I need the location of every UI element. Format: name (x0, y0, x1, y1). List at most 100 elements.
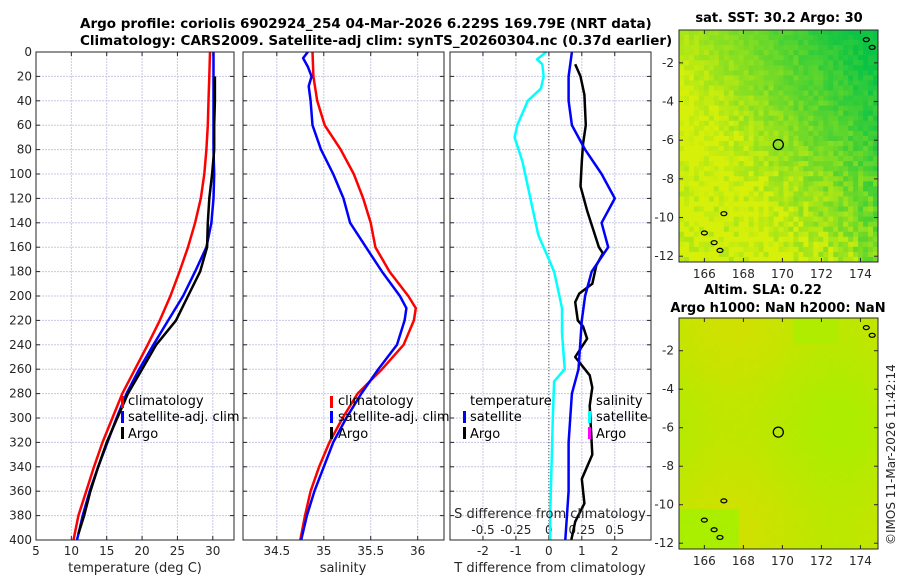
map-cell (768, 433, 774, 439)
map-cell (838, 403, 844, 409)
map-cell (713, 100, 720, 107)
map-cell (813, 543, 819, 550)
map-cell (843, 458, 849, 465)
map-cell (733, 478, 740, 485)
map-cell (838, 493, 844, 500)
map-cell (808, 191, 814, 197)
map-cell (693, 453, 700, 460)
map-cell (738, 226, 745, 233)
map-cell (773, 438, 779, 444)
map-cell (773, 518, 779, 525)
map-cell (763, 518, 769, 525)
map-cell (698, 140, 705, 147)
map-cell (773, 473, 779, 480)
map-cell (693, 30, 700, 36)
map-cell (803, 528, 809, 535)
map-cell (873, 513, 879, 520)
map-cell (698, 221, 705, 228)
map-cell (818, 166, 824, 172)
map-cell (733, 146, 740, 152)
map-cell (768, 488, 774, 495)
map-cell (683, 115, 690, 122)
map-cell (798, 458, 804, 465)
map-cell (758, 373, 764, 379)
map-cell (778, 398, 784, 404)
map-cell (713, 171, 720, 177)
map-cell (833, 161, 839, 167)
map-cell (863, 318, 869, 324)
map-cell (818, 231, 824, 238)
map-cell (753, 323, 760, 329)
map-cell (743, 85, 750, 91)
map-cell (863, 433, 869, 439)
map-cell (728, 241, 735, 248)
map-cell (743, 468, 750, 475)
map-cell (823, 458, 829, 465)
map-cell (848, 226, 854, 233)
map-cell (688, 171, 695, 177)
map-cell (853, 513, 859, 520)
map-cell (753, 80, 760, 86)
map-cell (828, 378, 834, 384)
map-cell (703, 363, 710, 369)
map-cell (728, 115, 735, 122)
map-cell (738, 211, 745, 218)
map-cell (788, 433, 794, 439)
map-cell (808, 328, 814, 334)
map-cell (873, 135, 879, 142)
map-cell (743, 206, 750, 212)
map-cell (753, 368, 760, 374)
map-cell (708, 90, 715, 96)
map-cell (768, 463, 774, 470)
map-cell (773, 251, 779, 258)
map-cell (828, 201, 834, 207)
map-cell (798, 146, 804, 152)
map-cell (828, 110, 834, 117)
map-cell (753, 333, 760, 339)
map-cell (693, 140, 700, 147)
x-tick-label: -1 (510, 544, 522, 558)
map-cell (868, 323, 874, 329)
map-cell (808, 70, 814, 76)
map-cell (813, 408, 819, 414)
map-cell (688, 75, 695, 81)
map-cell (828, 231, 834, 238)
map-cell (753, 473, 760, 480)
map-cell (758, 393, 764, 399)
map-cell (718, 115, 725, 122)
map-cell (848, 528, 854, 535)
map-cell (853, 348, 859, 354)
map-cell (778, 115, 784, 122)
map-cell (763, 323, 769, 329)
map-cell (818, 60, 824, 66)
map-cell (743, 50, 750, 56)
map-cell (753, 115, 760, 122)
map-cell (828, 368, 834, 374)
map-cell (728, 35, 735, 41)
map-cell (783, 161, 789, 167)
x-tick-label: 0 (545, 544, 553, 558)
map-cell (773, 201, 779, 207)
map-cell (783, 35, 789, 41)
map-cell (858, 333, 864, 339)
map-cell (843, 508, 849, 515)
map-cell (768, 408, 774, 414)
map-cell (813, 338, 819, 344)
map-cell (743, 398, 750, 404)
map-cell (788, 338, 794, 344)
map-cell (823, 151, 829, 157)
map-cell (693, 488, 700, 495)
map-cell (758, 533, 764, 540)
map-cell (738, 318, 745, 324)
map-cell (763, 221, 769, 228)
map-cell (863, 483, 869, 490)
map-cell (683, 226, 690, 233)
map-cell (773, 523, 779, 530)
map-cell (838, 523, 844, 530)
map-cell (848, 333, 854, 339)
x-tick-label: 34.5 (263, 544, 290, 558)
map-cell (698, 348, 705, 354)
map-cell (738, 448, 745, 454)
map-cell (813, 393, 819, 399)
map-cell (803, 171, 809, 177)
